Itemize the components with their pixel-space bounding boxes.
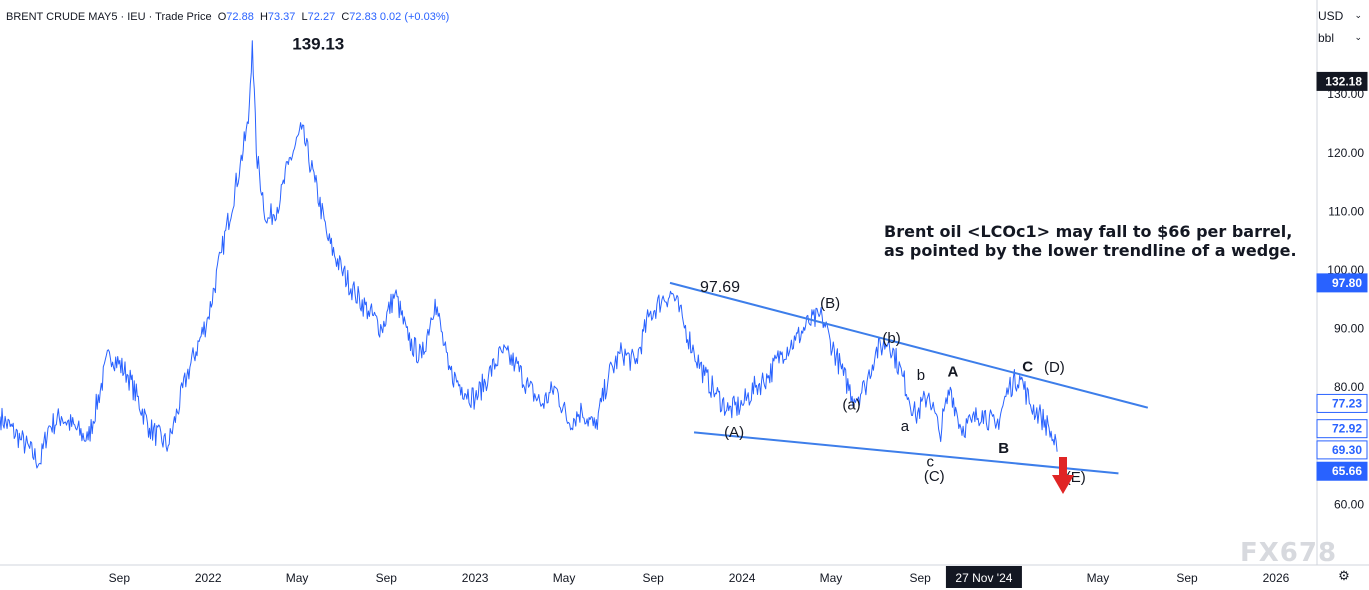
chevron-down-icon: ⌄ [1354, 10, 1362, 20]
x-tick-label: May [286, 571, 309, 585]
analysis-note: Brent oil <LCOc1> may fall to $66 per ba… [884, 222, 1297, 260]
price-tag [1316, 71, 1368, 91]
wave-labels: 139.13 97.69 (A) (B) (a) (b) b a Ac(C) B C (D) (E) [292, 35, 1086, 486]
x-tick-label: 2023 [462, 571, 489, 585]
down-arrow-head [1052, 475, 1074, 494]
x-tick-label: May [1087, 571, 1110, 585]
x-tick-label: May [820, 571, 843, 585]
x-tick-label: Sep [109, 571, 131, 585]
chevron-down-icon: ⌄ [1354, 32, 1362, 42]
wave-label: b [917, 367, 925, 384]
price-tag [1316, 440, 1368, 460]
time-axis[interactable]: Sep 2022 May Sep 2023 May Sep 2024 May Sep May Sep 2… [109, 566, 1290, 588]
x-tick-label: 2026 [1263, 571, 1290, 585]
price-tag-label: 77.23 [1332, 396, 1362, 410]
price-tag-label: 65.66 [1332, 464, 1362, 478]
price-tag-label: 69.30 [1332, 443, 1362, 457]
x-tick-label: 2022 [195, 571, 222, 585]
price-tag-label: 97.80 [1332, 276, 1362, 290]
ohlc-change: 0.02 (+0.03%) [379, 11, 450, 23]
crosshair-date-label: 27 Nov '24 [955, 571, 1012, 585]
trendlines [669, 281, 1149, 475]
down-arrow-icon [1052, 457, 1074, 494]
y-tick-label: 90.00 [1334, 322, 1364, 336]
price-tag-label: 72.92 [1332, 422, 1362, 436]
price-tags: 132.18 97.80 77.23 72.92 69.30 65.66 [1316, 71, 1368, 481]
ohlc-open: O72.88 [217, 11, 254, 23]
price-tag [1316, 393, 1368, 413]
lower-trendline [693, 431, 1119, 475]
x-tick-label: Sep [909, 571, 931, 585]
wave-label: (B) [820, 295, 840, 312]
x-tick-label: Sep [1176, 571, 1198, 585]
currency-selector[interactable]: USD ⌄ [1318, 9, 1362, 23]
price-tag [1316, 273, 1368, 293]
unit-selector[interactable]: bbl ⌄ [1318, 31, 1362, 45]
wave-label: c [927, 453, 935, 470]
wave-label: (C) [924, 468, 945, 485]
y-tick-label: 120.00 [1327, 146, 1364, 160]
ohlc-close: C72.83 [341, 11, 377, 23]
analysis-note-line1: Brent oil <LCOc1> may fall to $66 per ba… [884, 222, 1293, 241]
down-arrow-shaft [1059, 457, 1067, 477]
price-tag [1316, 419, 1368, 439]
wave-label: (a) [842, 396, 860, 413]
watermark-logo: FX678 [1240, 538, 1338, 568]
analysis-note-line2: as pointed by the lower trendline of a w… [884, 241, 1297, 260]
symbol-name: BRENT CRUDE MAY5 · IEU · Trade Price [6, 11, 212, 23]
wave-label: (D) [1044, 359, 1065, 376]
gear-icon[interactable]: ⚙ [1338, 568, 1350, 583]
x-tick-label: May [553, 571, 576, 585]
price-tag-label: 132.18 [1325, 74, 1362, 88]
y-tick-label: 60.00 [1334, 497, 1364, 511]
wave-label: (A) [724, 424, 744, 441]
wave-label: a [901, 418, 910, 435]
x-tick-label: 2024 [729, 571, 756, 585]
wave-label: (b) [882, 330, 900, 347]
x-tick-label: Sep [643, 571, 665, 585]
y-tick-label: 110.00 [1328, 204, 1364, 218]
wave-label: A [948, 364, 959, 381]
wave-label: B [998, 440, 1009, 457]
wave-label: C [1022, 358, 1033, 375]
high-2023-label: 97.69 [700, 279, 740, 296]
ohlc-low: L72.27 [301, 11, 336, 23]
wave-label: (E) [1066, 469, 1086, 486]
price-tag [1316, 461, 1368, 481]
ohlc-high: H73.37 [259, 11, 296, 23]
symbol-header: BRENT CRUDE MAY5 · IEU · Trade Price O72… [6, 11, 449, 23]
peak-label: 139.13 [292, 35, 344, 54]
y-tick-label: 80.00 [1334, 380, 1364, 394]
upper-trendline [669, 281, 1149, 409]
x-tick-label: Sep [376, 571, 398, 585]
crosshair-date-tag [945, 566, 1022, 588]
